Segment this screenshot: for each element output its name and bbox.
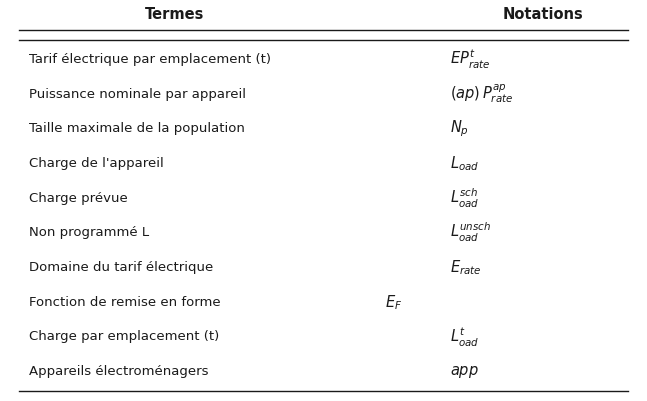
Text: $EP^{t}_{rate}$: $EP^{t}_{rate}$: [450, 48, 490, 71]
Text: $E_{rate}$: $E_{rate}$: [450, 258, 481, 277]
Text: Notations: Notations: [503, 6, 584, 22]
Text: $app$: $app$: [450, 364, 479, 380]
Text: Appareils électroménagers: Appareils électroménagers: [29, 365, 208, 378]
Text: Charge prévue: Charge prévue: [29, 192, 128, 205]
Text: $N_{p}$: $N_{p}$: [450, 119, 468, 139]
Text: Puissance nominale par appareil: Puissance nominale par appareil: [29, 88, 246, 101]
Text: $L_{oad}$: $L_{oad}$: [450, 154, 479, 173]
Text: Tarif électrique par emplacement (t): Tarif électrique par emplacement (t): [29, 53, 271, 66]
Text: $L^{unsch}_{oad}$: $L^{unsch}_{oad}$: [450, 221, 490, 245]
Text: $E_{F}$: $E_{F}$: [385, 293, 402, 312]
Text: Fonction de remise en forme: Fonction de remise en forme: [29, 296, 221, 309]
Text: Taille maximale de la population: Taille maximale de la population: [29, 122, 245, 135]
Text: $L^{t}_{oad}$: $L^{t}_{oad}$: [450, 325, 479, 348]
Text: Domaine du tarif électrique: Domaine du tarif électrique: [29, 261, 214, 274]
Text: Non programmé L: Non programmé L: [29, 227, 149, 239]
Text: Charge de l'appareil: Charge de l'appareil: [29, 157, 164, 170]
Text: Charge par emplacement (t): Charge par emplacement (t): [29, 330, 219, 343]
Text: $L^{sch}_{oad}$: $L^{sch}_{oad}$: [450, 186, 479, 210]
Text: Termes: Termes: [145, 6, 204, 22]
Text: $(ap)\, P^{ap}_{rate}$: $(ap)\, P^{ap}_{rate}$: [450, 83, 513, 105]
